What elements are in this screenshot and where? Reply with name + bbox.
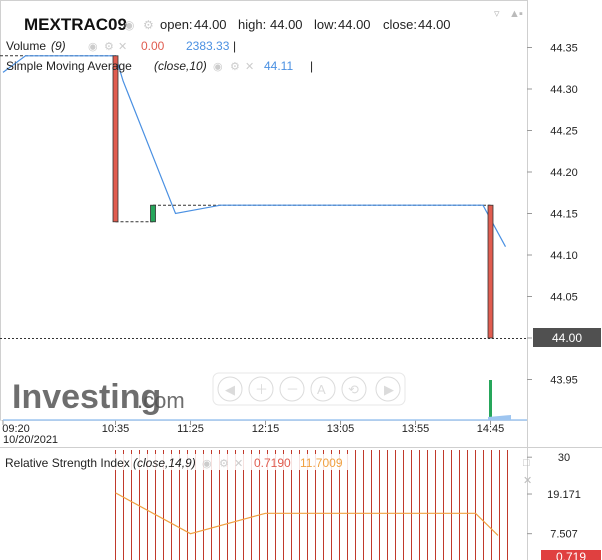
- time-tick-label: 10:35: [102, 423, 130, 435]
- rsi-legend-bg: [2, 454, 352, 470]
- reset-icon: ⟲: [348, 382, 359, 397]
- time-tick-label: 11:25: [177, 423, 204, 435]
- price-tick-label: 44.30: [550, 84, 578, 96]
- scroll-right-icon: ▶: [384, 382, 394, 397]
- zoom-out-button[interactable]: －: [279, 376, 305, 402]
- rsi-current-value: 0.719: [556, 550, 586, 560]
- volume-value-1: 0.00: [141, 39, 165, 53]
- sma-legend[interactable]: Simple Moving Average (close,10) ◉ ⚙ ✕ 4…: [6, 59, 313, 73]
- symbol-title: MEXTRAC09: [24, 15, 127, 34]
- time-tick-label: 13:05: [327, 423, 355, 435]
- sma-eye-icon[interactable]: ◉: [213, 61, 223, 73]
- price-axis: 44.35 44.30 44.25 44.20 44.15 44.10 44.05 43.95: [527, 43, 578, 387]
- eye-icon[interactable]: ◉: [124, 18, 134, 32]
- volume-sma-area: [488, 415, 511, 420]
- candle: [487, 204, 494, 339]
- sma-series: [2, 55, 507, 247]
- ohlc-open-value: 44.00: [194, 17, 227, 32]
- sma-separator: |: [310, 59, 313, 73]
- volume-gear-icon[interactable]: ⚙: [104, 41, 114, 53]
- rsi-tick-label: 30: [558, 452, 570, 464]
- volume-value-2: 2383.33: [186, 39, 230, 53]
- sma-params: (close,10): [154, 59, 207, 73]
- rsi-params: (close,14,9): [133, 456, 196, 470]
- ohlc-close-value: 44.00: [418, 17, 451, 32]
- rsi-tick-label: 7.507: [550, 529, 578, 541]
- time-axis: 09:20 10:35 11:25 12:15 13:05 13:55 14:45 10/20…: [2, 420, 504, 446]
- candle: [150, 204, 156, 223]
- time-tick-label: 13:55: [402, 423, 430, 435]
- time-tick-label: 12:15: [252, 423, 280, 435]
- scroll-right-button[interactable]: ▶: [375, 376, 401, 402]
- rsi-axis: 30 19.171 7.507: [527, 452, 581, 541]
- rsi-value-2: 11.7009: [300, 456, 343, 470]
- volume-close-icon[interactable]: ✕: [118, 41, 127, 53]
- reset-button[interactable]: ⟲: [341, 376, 367, 402]
- ohlc-low-value: 44.00: [338, 17, 371, 32]
- sma-value: 44.11: [264, 59, 293, 73]
- candle: [112, 55, 119, 223]
- rsi-close-icon[interactable]: ✕: [234, 458, 243, 470]
- rsi-maximize-icon[interactable]: □: [523, 457, 530, 469]
- volume-series: [3, 380, 527, 421]
- price-tick-label: 44.25: [550, 126, 578, 138]
- time-tick-label: 09:20: [2, 423, 30, 435]
- time-tick-label: 14:45: [477, 423, 505, 435]
- sma-close-icon[interactable]: ✕: [245, 61, 254, 73]
- watermark-brand: Investing: [12, 378, 161, 416]
- ohlc-high-label: high:: [238, 17, 266, 32]
- sma-label: Simple Moving Average: [6, 59, 132, 73]
- price-tick-label: 44.15: [550, 209, 578, 221]
- watermark-suffix: .com: [137, 388, 185, 413]
- zoom-out-icon: －: [286, 382, 299, 397]
- rsi-gear-icon[interactable]: ⚙: [219, 458, 229, 470]
- volume-eye-icon[interactable]: ◉: [88, 41, 98, 53]
- candle-series: [112, 55, 494, 339]
- investing-watermark: Investing .com: [12, 378, 185, 416]
- ohlc-high-value: 44.00: [270, 17, 303, 32]
- rsi-close-pane-icon[interactable]: ✕: [523, 475, 532, 487]
- chart-nav-toolbar: ◀ ＋ － A ⟲ ▶: [212, 372, 406, 406]
- price-tick-label: 44.10: [550, 250, 578, 262]
- rsi-line: [115, 492, 499, 536]
- sma-line: [2, 55, 507, 247]
- auto-scale-icon: A: [317, 382, 326, 397]
- ohlc-open-label: open:: [160, 17, 193, 32]
- price-tick-label: 43.95: [550, 375, 578, 387]
- current-price-tag: 44.00: [533, 328, 601, 347]
- current-price-value: 44.00: [552, 331, 582, 345]
- ohlc-low-label: low:: [314, 17, 337, 32]
- rsi-eye-icon[interactable]: ◉: [202, 458, 212, 470]
- rsi-series: [115, 492, 499, 536]
- scroll-left-icon: ◀: [225, 382, 235, 397]
- scroll-left-button[interactable]: ◀: [217, 376, 243, 402]
- volume-separator: |: [233, 39, 236, 53]
- volume-params: (9): [51, 39, 66, 53]
- nav-toolbar-bg: [212, 372, 406, 406]
- zoom-in-icon: ＋: [255, 382, 268, 397]
- price-tick-label: 44.05: [550, 292, 578, 304]
- date-label: 10/20/2021: [3, 434, 58, 446]
- trash-icon[interactable]: ▪: [519, 8, 523, 20]
- collapse-icon[interactable]: ▿: [494, 8, 500, 20]
- triangle-icon[interactable]: ▲: [509, 8, 520, 20]
- price-tick-label: 44.20: [550, 167, 578, 179]
- rsi-value-1: 0.7190: [254, 456, 291, 470]
- volume-legend[interactable]: Volume (9) ◉ ⚙ ✕ 0.00 2383.33 |: [6, 39, 236, 53]
- rsi-tick-label: 19.171: [547, 489, 581, 501]
- rsi-label: Relative Strength Index: [5, 456, 130, 470]
- rsi-legend[interactable]: Relative Strength Index (close,14,9) ◉ ⚙…: [2, 454, 352, 470]
- rsi-current-tag: 0.719: [541, 550, 601, 560]
- ohlc-close-label: close:: [383, 17, 417, 32]
- zoom-in-button[interactable]: ＋: [248, 376, 274, 402]
- auto-scale-button[interactable]: A: [310, 376, 336, 402]
- candle-guides: [0, 55, 491, 223]
- volume-label: Volume: [6, 39, 46, 53]
- chart-header: MEXTRAC09 ◉ ⚙ open: 44.00 high: 44.00 lo…: [24, 15, 451, 34]
- volume-bar: [489, 380, 492, 420]
- price-tick-label: 44.35: [550, 43, 578, 55]
- sma-gear-icon[interactable]: ⚙: [230, 61, 240, 73]
- gear-icon[interactable]: ⚙: [143, 18, 154, 32]
